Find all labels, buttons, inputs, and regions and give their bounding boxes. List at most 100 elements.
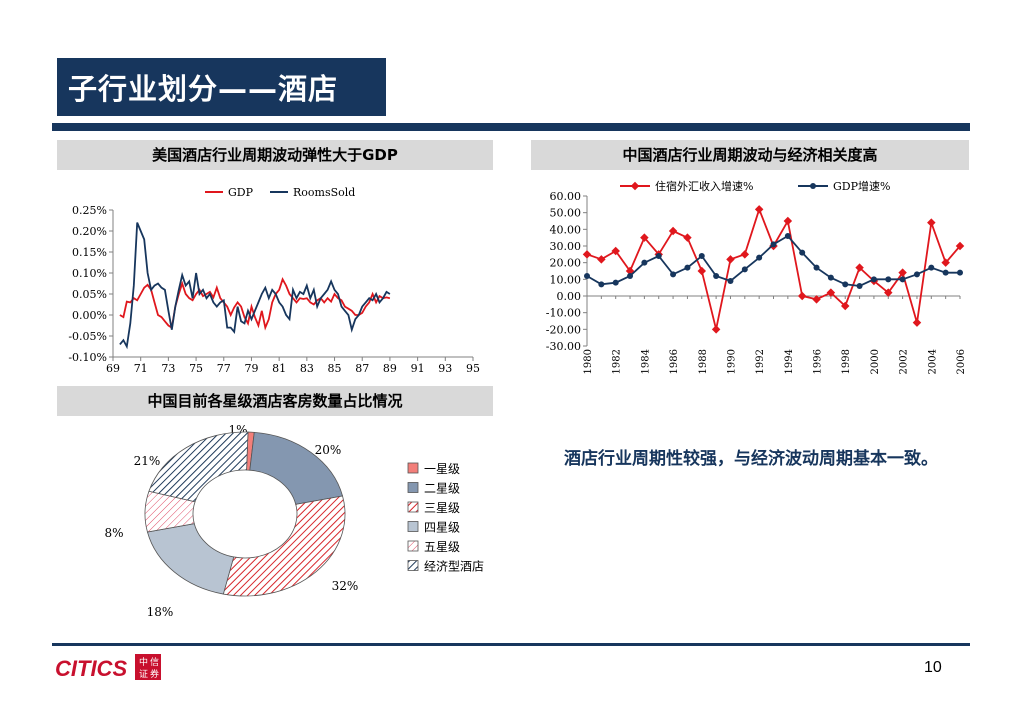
pie-slice <box>148 431 249 503</box>
data-point <box>611 246 620 256</box>
x-tick-label: 85 <box>328 362 342 375</box>
data-point <box>797 291 807 301</box>
y-tick-label: 0.05% <box>72 288 107 301</box>
data-point <box>582 250 592 259</box>
y-tick-label: 0.00% <box>72 309 107 322</box>
data-point <box>641 259 648 266</box>
logo-wordmark: CITICS <box>55 656 127 681</box>
x-tick-label: 1990 <box>726 349 737 374</box>
data-point <box>783 216 793 226</box>
x-tick-label: 77 <box>217 362 231 375</box>
x-tick-label: 87 <box>355 362 369 375</box>
data-point <box>898 268 907 277</box>
data-point <box>799 249 806 256</box>
data-point <box>668 226 678 236</box>
y-tick-label: 0.10% <box>72 267 107 280</box>
series-line-0 <box>586 206 961 330</box>
bottom-divider <box>52 643 970 646</box>
data-point <box>827 274 834 281</box>
data-point <box>840 301 850 311</box>
x-tick-label: 2006 <box>956 349 967 374</box>
data-point <box>697 266 707 276</box>
slice-label: 21% <box>134 454 161 468</box>
y-tick-label: 40.00 <box>550 223 582 236</box>
data-point <box>612 279 619 286</box>
series-line-1 <box>119 222 391 350</box>
legend-label: 住宿外汇收入增速% <box>655 179 753 193</box>
data-point <box>683 233 692 242</box>
data-point <box>713 273 720 279</box>
data-point <box>740 250 750 259</box>
data-point <box>912 318 922 327</box>
data-point <box>727 278 734 284</box>
data-point <box>640 233 649 242</box>
y-tick-label: -0.10% <box>68 351 107 364</box>
cn-hotel-line-chart: 60.00 50.00 40.00 30.00 20.00 10.00 0.00 -10.00… <box>546 179 967 374</box>
legend-swatch <box>407 482 419 493</box>
x-tick-label: 1982 <box>612 349 623 374</box>
data-point <box>584 273 590 279</box>
x-tick-label: 71 <box>134 362 148 375</box>
legend-marker <box>810 183 816 189</box>
legend-label: 五星级 <box>424 540 460 554</box>
data-point <box>826 288 836 297</box>
y-tick-label: 0.00 <box>557 290 582 303</box>
logo-char: 信 <box>150 656 159 668</box>
logo-seal <box>135 654 161 680</box>
x-tick-label: 1986 <box>669 349 680 374</box>
data-point <box>941 258 950 267</box>
x-tick-label: 1998 <box>841 349 852 374</box>
legend-label: 一星级 <box>424 462 460 476</box>
y-tick-label: -20.00 <box>546 323 581 336</box>
us-hotel-line-chart: 0.25% 0.20% 0.15% 0.10% 0.05% 0.00% -0.05% -0.1… <box>68 186 480 375</box>
data-point <box>756 254 763 261</box>
data-point <box>870 276 877 283</box>
legend-label: RoomsSold <box>293 186 355 199</box>
y-tick-label: 0.25% <box>72 204 107 217</box>
slice-label: 20% <box>315 443 342 457</box>
y-tick-label: 10.00 <box>550 273 582 286</box>
legend-label: GDP <box>228 186 254 199</box>
y-tick-label: -30.00 <box>546 340 581 353</box>
legend-swatch <box>407 521 419 532</box>
data-point <box>770 241 777 248</box>
pie-slice <box>146 523 235 595</box>
data-point <box>741 266 748 273</box>
logo-seal-text: 中 信 证 券 <box>139 656 159 680</box>
citics-logo: CITICS 中 信 证 券 <box>55 654 161 681</box>
data-point <box>885 276 892 283</box>
slice-label: 32% <box>332 579 359 593</box>
legend-swatch <box>407 560 419 571</box>
x-tick-label: 75 <box>189 362 203 375</box>
x-tick-label: 2004 <box>927 349 938 374</box>
x-tick-label: 2000 <box>870 349 881 374</box>
data-point <box>842 281 849 288</box>
x-tick-label: 79 <box>244 362 258 375</box>
legend-label: GDP增速% <box>833 179 890 193</box>
pie-slice <box>222 495 346 597</box>
title-banner <box>57 58 386 116</box>
data-point <box>856 283 863 289</box>
data-point <box>598 281 605 288</box>
x-tick-label: 73 <box>161 362 175 375</box>
page-number: 10 <box>924 659 942 676</box>
data-point <box>726 255 735 264</box>
y-tick-label: 50.00 <box>550 207 582 220</box>
legend-swatch <box>407 462 419 474</box>
y-tick-label: 30.00 <box>550 240 582 253</box>
data-point <box>597 255 606 264</box>
x-tick-label: 1980 <box>583 349 594 374</box>
data-point <box>855 263 864 272</box>
data-point <box>942 269 949 276</box>
x-tick-label: 93 <box>438 362 452 375</box>
x-tick-label: 91 <box>411 362 425 375</box>
legend-swatch <box>407 540 419 552</box>
data-point <box>711 325 721 334</box>
data-point <box>927 218 936 227</box>
summary-text: 酒店行业周期性较强，与经济波动周期基本一致。 <box>564 449 938 469</box>
slice-label: 18% <box>147 605 174 619</box>
data-point <box>627 273 634 279</box>
legend-label: 三星级 <box>424 501 460 515</box>
pie-slice <box>249 431 344 505</box>
